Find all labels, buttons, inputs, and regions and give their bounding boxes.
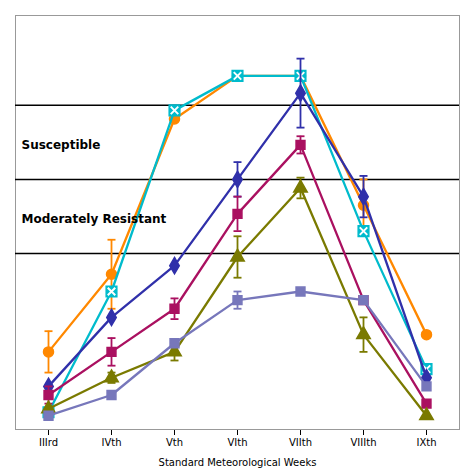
svg-text:VIth: VIth [227, 437, 247, 448]
svg-text:VIIIth: VIIIth [351, 437, 377, 448]
svg-text:Standard Meteorological Weeks: Standard Meteorological Weeks [159, 457, 317, 468]
svg-text:IVth: IVth [101, 437, 121, 448]
svg-text:IIIrd: IIIrd [39, 437, 58, 448]
svg-text:Vth: Vth [166, 437, 183, 448]
svg-text:Moderately Resistant: Moderately Resistant [22, 212, 167, 226]
svg-text:VIIth: VIIth [289, 437, 312, 448]
svg-text:Susceptible: Susceptible [22, 138, 101, 152]
svg-text:IXth: IXth [416, 437, 436, 448]
